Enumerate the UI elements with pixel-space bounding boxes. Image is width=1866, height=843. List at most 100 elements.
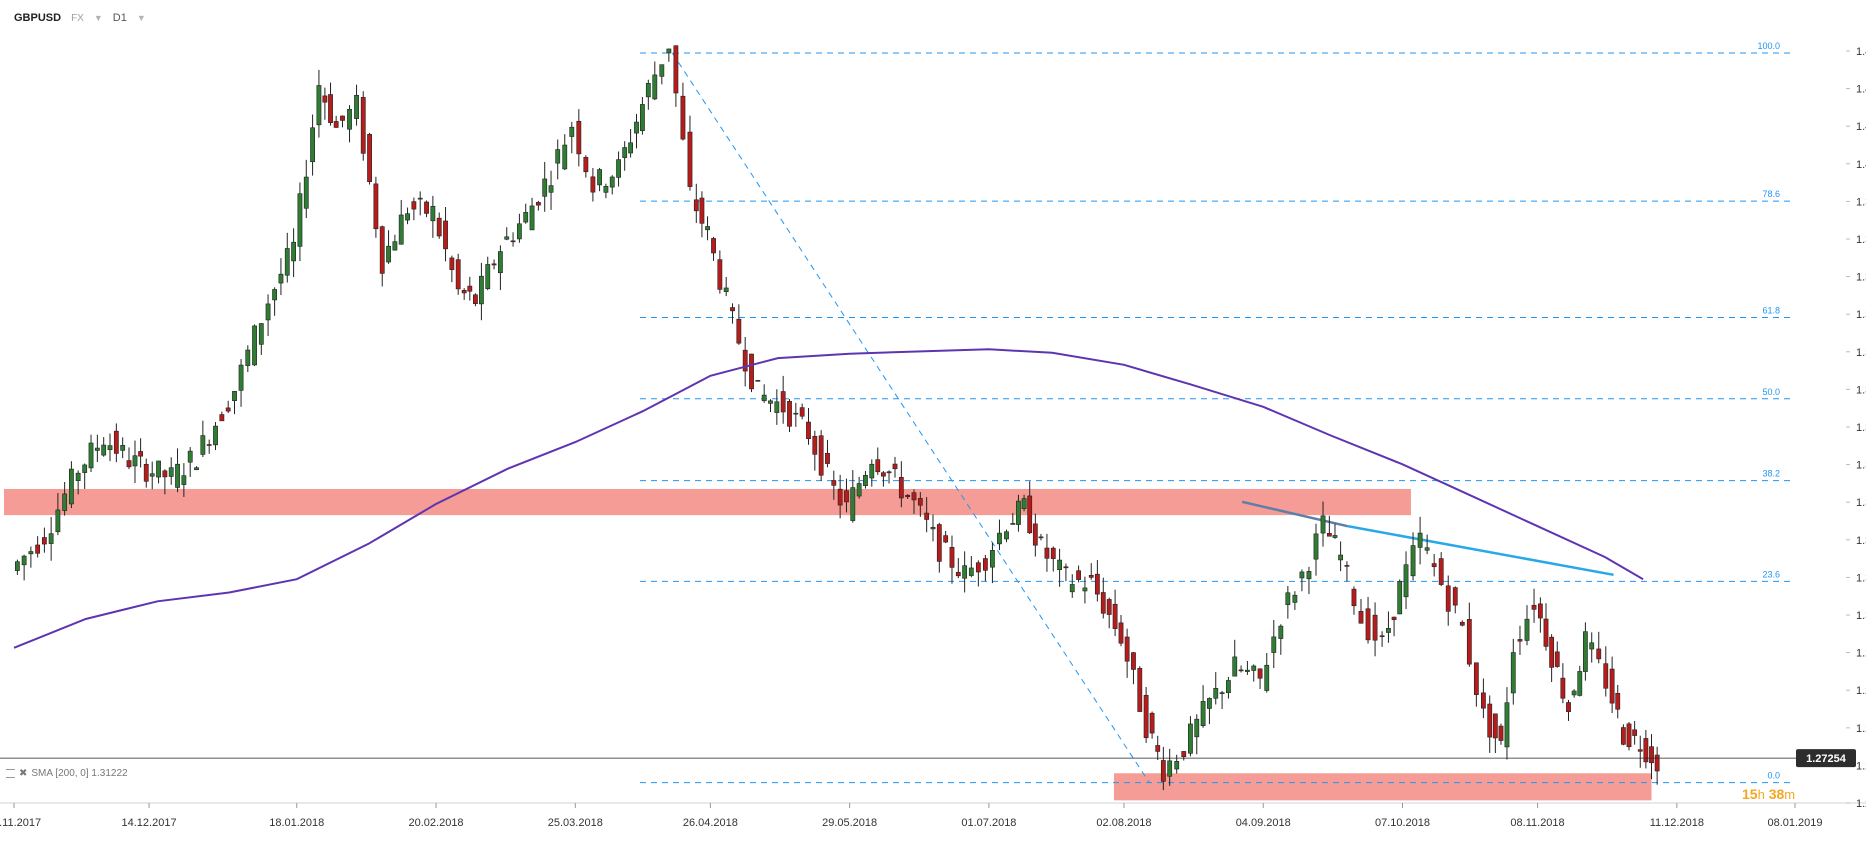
candle[interactable] (1365, 608, 1371, 641)
candle[interactable] (373, 183, 379, 230)
candle[interactable] (1549, 636, 1555, 668)
candle[interactable] (28, 551, 34, 555)
candle[interactable] (278, 273, 284, 284)
candle[interactable] (774, 401, 780, 413)
trend-line[interactable] (1241, 500, 1348, 528)
candle[interactable] (113, 430, 119, 454)
candle[interactable] (101, 444, 107, 456)
price-zone-0[interactable] (4, 488, 1411, 516)
candle[interactable] (787, 401, 792, 427)
candle[interactable] (717, 259, 723, 290)
candle[interactable] (1010, 523, 1016, 525)
candle[interactable] (443, 220, 448, 250)
candle[interactable] (181, 475, 187, 485)
candle[interactable] (252, 325, 257, 366)
candle[interactable] (1106, 599, 1112, 615)
close-icon[interactable]: ✖ (19, 768, 28, 779)
candle[interactable] (1076, 570, 1081, 580)
candle[interactable] (1181, 751, 1187, 758)
candle[interactable] (799, 407, 805, 417)
candle[interactable] (1524, 618, 1530, 641)
candle[interactable] (982, 558, 988, 571)
candle[interactable] (1271, 636, 1277, 653)
candle[interactable] (1124, 636, 1130, 662)
candle[interactable] (673, 45, 679, 94)
candle[interactable] (825, 453, 830, 464)
candle[interactable] (1251, 665, 1257, 671)
candle[interactable] (1285, 592, 1291, 606)
candle[interactable] (1510, 652, 1516, 694)
market-dropdown-icon[interactable]: ▼ (93, 13, 103, 23)
candle[interactable] (328, 94, 333, 123)
candle[interactable] (1194, 718, 1200, 738)
candle[interactable] (424, 201, 429, 214)
candle[interactable] (479, 275, 484, 305)
candle[interactable] (837, 488, 843, 506)
candle[interactable] (680, 95, 686, 140)
candle[interactable] (405, 213, 410, 221)
candle[interactable] (1609, 668, 1615, 704)
candle[interactable] (1063, 566, 1069, 569)
candle[interactable] (609, 176, 615, 188)
candle[interactable] (542, 178, 548, 197)
candle[interactable] (232, 391, 237, 402)
candle[interactable] (360, 97, 366, 154)
candle[interactable] (1344, 565, 1350, 567)
candle[interactable] (1160, 760, 1166, 782)
candle[interactable] (652, 74, 658, 100)
candle[interactable] (1615, 693, 1621, 710)
candle[interactable] (597, 169, 602, 186)
candle[interactable] (132, 455, 138, 467)
candle[interactable] (723, 287, 729, 293)
candle[interactable] (1238, 669, 1244, 672)
candle[interactable] (347, 108, 352, 130)
candle[interactable] (949, 547, 955, 568)
candle[interactable] (1094, 573, 1100, 595)
candle[interactable] (120, 445, 126, 451)
candle[interactable] (924, 512, 930, 520)
candle[interactable] (831, 480, 837, 486)
candle[interactable] (905, 494, 911, 498)
candle[interactable] (555, 149, 561, 164)
candle[interactable] (187, 450, 193, 463)
candle[interactable] (461, 290, 467, 294)
candle[interactable] (88, 442, 94, 469)
candle[interactable] (1603, 663, 1609, 689)
candle[interactable] (1452, 587, 1458, 606)
candle[interactable] (354, 94, 359, 119)
candle[interactable] (705, 226, 710, 231)
candle[interactable] (1417, 532, 1423, 548)
candle[interactable] (666, 48, 672, 54)
candle[interactable] (1403, 564, 1409, 598)
candle[interactable] (1167, 760, 1173, 777)
candle[interactable] (812, 435, 818, 455)
candle[interactable] (1438, 558, 1444, 585)
candle[interactable] (1118, 622, 1124, 644)
candle[interactable] (1554, 651, 1560, 667)
candle[interactable] (303, 176, 309, 209)
candle[interactable] (149, 473, 155, 477)
candle[interactable] (523, 212, 529, 223)
candle[interactable] (194, 467, 199, 471)
candle[interactable] (1155, 745, 1161, 752)
candle[interactable] (455, 259, 461, 290)
candle[interactable] (687, 131, 693, 187)
candle[interactable] (284, 248, 290, 276)
candle[interactable] (863, 474, 868, 486)
candle[interactable] (1320, 515, 1326, 534)
candle[interactable] (48, 533, 54, 544)
candle[interactable] (1543, 618, 1549, 647)
candle[interactable] (1332, 535, 1338, 538)
candle[interactable] (1487, 703, 1493, 738)
candle[interactable] (1473, 662, 1479, 695)
candle[interactable] (1278, 625, 1284, 639)
candle[interactable] (367, 134, 372, 182)
candle[interactable] (1596, 648, 1602, 660)
candle[interactable] (1649, 746, 1654, 764)
candle[interactable] (1372, 614, 1378, 641)
candle[interactable] (1326, 532, 1332, 537)
candle[interactable] (1050, 547, 1056, 559)
candle[interactable] (1131, 652, 1136, 670)
candle[interactable] (1200, 701, 1206, 727)
candle[interactable] (1264, 664, 1270, 691)
